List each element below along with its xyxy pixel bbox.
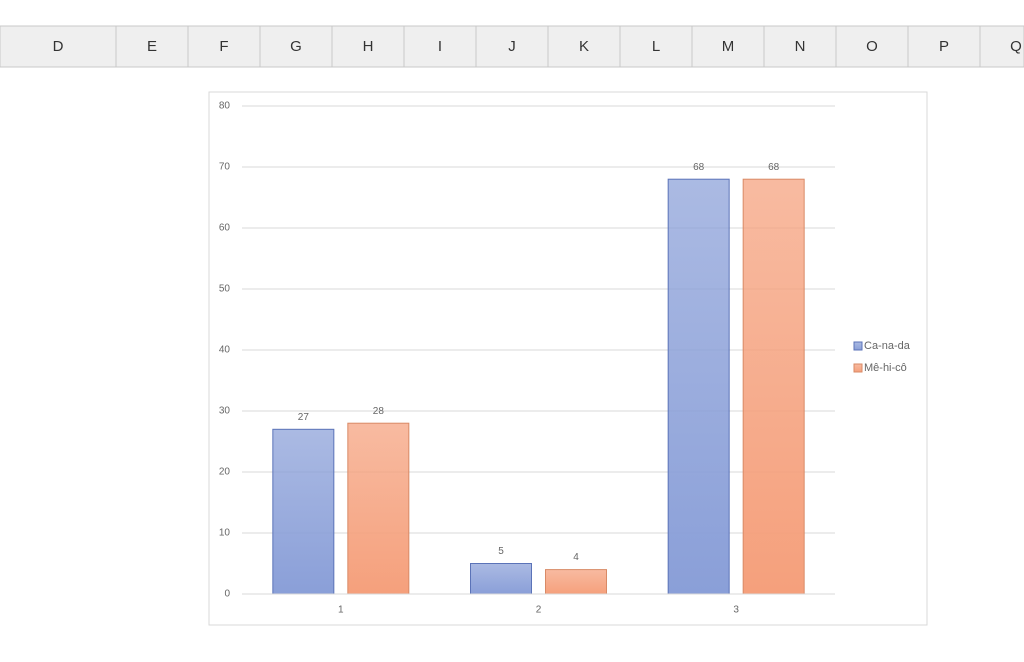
y-tick-label: 60 (219, 223, 231, 234)
column-header[interactable]: I (438, 38, 442, 55)
y-tick-label: 0 (224, 589, 230, 600)
column-header[interactable]: M (722, 38, 735, 55)
column-header[interactable]: O (866, 38, 878, 55)
column-header[interactable]: D (53, 38, 64, 55)
column-header[interactable]: Q (1010, 38, 1022, 55)
x-tick-label: 2 (536, 605, 542, 616)
data-label: 68 (693, 162, 705, 173)
y-tick-label: 80 (219, 101, 231, 112)
bar[interactable] (545, 569, 607, 595)
x-tick-label: 3 (733, 605, 739, 616)
column-header[interactable]: E (147, 38, 157, 55)
x-tick-label: 1 (338, 605, 344, 616)
column-header[interactable]: J (508, 38, 516, 55)
data-label: 27 (298, 412, 310, 423)
column-header-bar (0, 25, 1024, 68)
legend-swatch[interactable] (853, 341, 863, 351)
bar[interactable] (667, 178, 730, 595)
bar[interactable] (742, 178, 805, 595)
y-tick-label: 10 (219, 528, 231, 539)
column-header[interactable]: N (795, 38, 806, 55)
legend-swatch[interactable] (853, 363, 863, 373)
data-label: 5 (498, 546, 504, 557)
data-label: 4 (573, 552, 579, 563)
data-label: 28 (373, 406, 385, 417)
y-tick-label: 20 (219, 467, 231, 478)
y-tick-label: 70 (219, 162, 231, 173)
bar[interactable] (272, 428, 335, 595)
legend-label[interactable]: Mê-hi-cô (864, 362, 907, 374)
column-header[interactable]: P (939, 38, 949, 55)
column-header[interactable]: L (652, 38, 660, 55)
y-tick-label: 40 (219, 345, 231, 356)
y-tick-label: 30 (219, 406, 231, 417)
legend-label[interactable]: Ca-na-da (864, 340, 911, 352)
bar[interactable] (470, 563, 532, 595)
y-tick-label: 50 (219, 284, 231, 295)
bar[interactable] (347, 422, 410, 595)
data-label: 68 (768, 162, 780, 173)
column-header[interactable]: K (579, 38, 589, 55)
column-header[interactable]: F (219, 38, 228, 55)
column-header[interactable]: G (290, 38, 302, 55)
column-header[interactable]: H (363, 38, 374, 55)
